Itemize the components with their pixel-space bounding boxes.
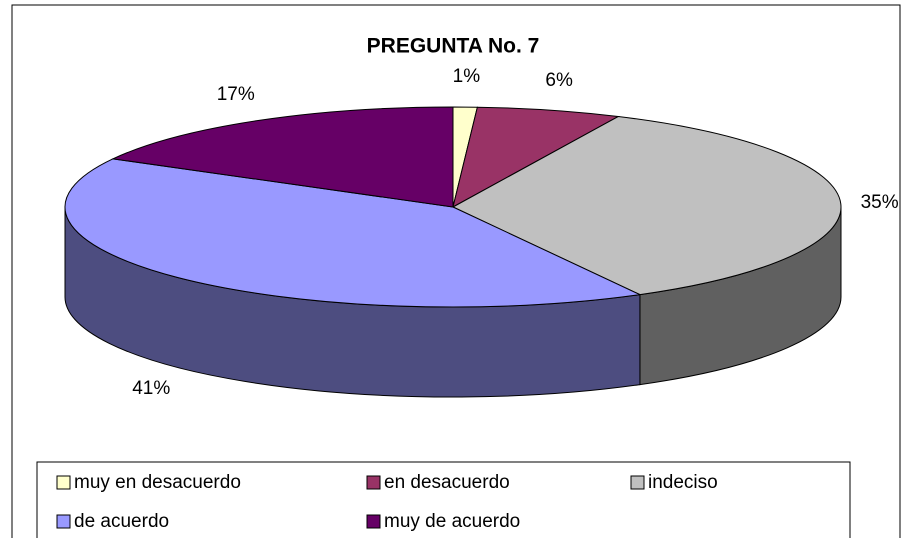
- pie-slice: [451, 116, 842, 296]
- legend-label: muy en desacuerdo: [74, 472, 241, 493]
- legend-swatch: [630, 475, 645, 490]
- legend-box: [36, 461, 851, 538]
- data-label: 17%: [217, 84, 255, 105]
- legend-swatch: [56, 475, 71, 490]
- legend-label: indeciso: [648, 472, 718, 493]
- legend-swatch: [366, 514, 381, 529]
- legend-swatch: [366, 475, 381, 490]
- pie-slice: [111, 106, 454, 208]
- legend-swatch: [56, 514, 71, 529]
- pie-slice: [64, 158, 642, 308]
- data-label: 41%: [132, 378, 170, 399]
- data-label: 6%: [545, 70, 573, 91]
- pie-slice: [452, 106, 620, 208]
- chart-title: PREGUNTA No. 7: [367, 35, 540, 58]
- legend-label: en desacuerdo: [384, 472, 510, 493]
- data-label: 35%: [861, 192, 899, 213]
- legend-label: muy de acuerdo: [384, 511, 520, 532]
- data-label: 1%: [453, 66, 481, 87]
- legend-label: de acuerdo: [74, 511, 169, 532]
